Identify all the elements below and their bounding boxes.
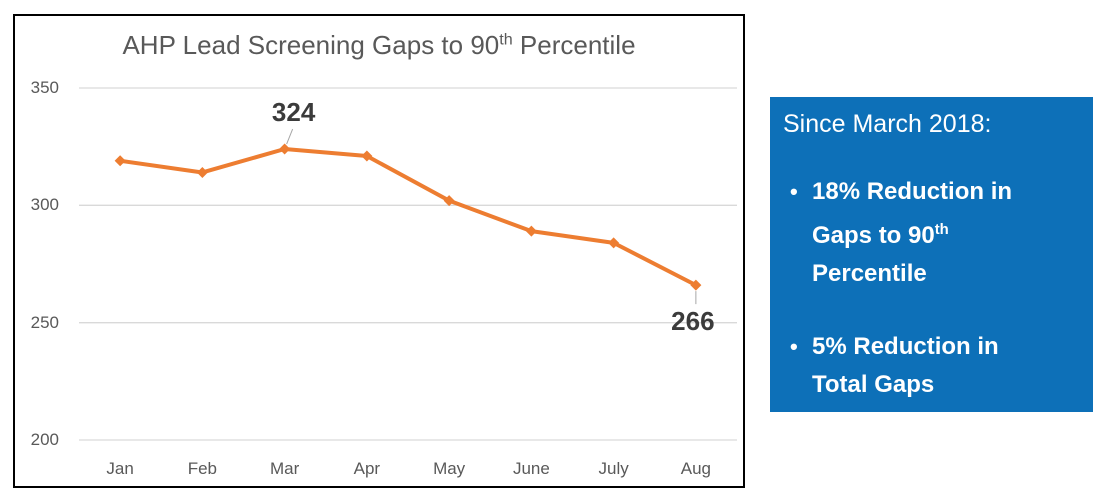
bullet-marker: •: [790, 179, 798, 204]
bullet-line: Gaps to 90th: [812, 222, 949, 249]
x-axis-tick-label: May: [433, 459, 466, 478]
bullet-marker: •: [790, 334, 798, 359]
chart-plot-area: [79, 87, 737, 441]
bullet-line: 5% Reduction in: [812, 333, 999, 360]
y-axis-tick-label: 350: [30, 78, 59, 97]
x-axis-tick-label: Mar: [269, 459, 300, 478]
bullet-item: • 5% Reduction in Total Gaps: [783, 328, 1075, 404]
chart-title-text: AHP Lead Screening Gaps to 90: [122, 30, 500, 60]
data-point-marker: [690, 279, 702, 291]
bullet-text: 5% Reduction in Total Gaps: [812, 328, 999, 404]
y-axis-tick-label: 300: [30, 195, 59, 215]
data-point-marker: [114, 155, 126, 167]
bullet-list: • 18% Reduction in Gaps to 90th Percentile •…: [783, 173, 1075, 404]
data-label: 266: [671, 306, 715, 337]
bullet-text: 18% Reduction in Gaps to 90th Percentile: [812, 173, 1012, 293]
chart-title-superscript: th: [499, 30, 513, 49]
data-point-marker: [279, 143, 291, 155]
bullet-line: Total Gaps: [812, 371, 935, 398]
x-axis-tick-label: Aug: [680, 459, 711, 478]
data-label: 324: [271, 97, 316, 127]
data-point-marker: [608, 237, 620, 249]
data-point-marker: [443, 195, 455, 207]
chart-title: AHP Lead Screening Gaps to 90th Percenti…: [15, 30, 743, 61]
bullet-line: 18% Reduction in: [812, 178, 1013, 205]
x-axis-tick-label: Feb: [187, 459, 218, 478]
bullet-item: • 18% Reduction in Gaps to 90th Percentile: [783, 173, 1075, 293]
data-point-marker: [525, 225, 537, 237]
leader-line: [286, 128, 294, 145]
data-point-marker: [196, 166, 208, 178]
y-axis-tick-label: 250: [30, 312, 59, 332]
x-axis-tick-label: July: [598, 459, 629, 478]
x-axis-tick-label: Jan: [106, 459, 134, 478]
data-series-line: [118, 147, 698, 288]
bullet-superscript: th: [934, 222, 949, 238]
summary-panel: Since March 2018: • 18% Reduction in Gaps …: [770, 97, 1093, 412]
bullet-line: Percentile: [812, 260, 927, 287]
line-chart-frame: AHP Lead Screening Gaps to 90th Percenti…: [13, 14, 745, 488]
y-axis-tick-label: 200: [30, 430, 59, 449]
data-point-marker: [361, 150, 373, 162]
chart-title-tail: Percentile: [512, 30, 636, 60]
panel-heading: Since March 2018:: [783, 110, 992, 138]
x-axis-tick-label: June: [512, 459, 550, 478]
x-axis-tick-label: Apr: [353, 459, 381, 478]
